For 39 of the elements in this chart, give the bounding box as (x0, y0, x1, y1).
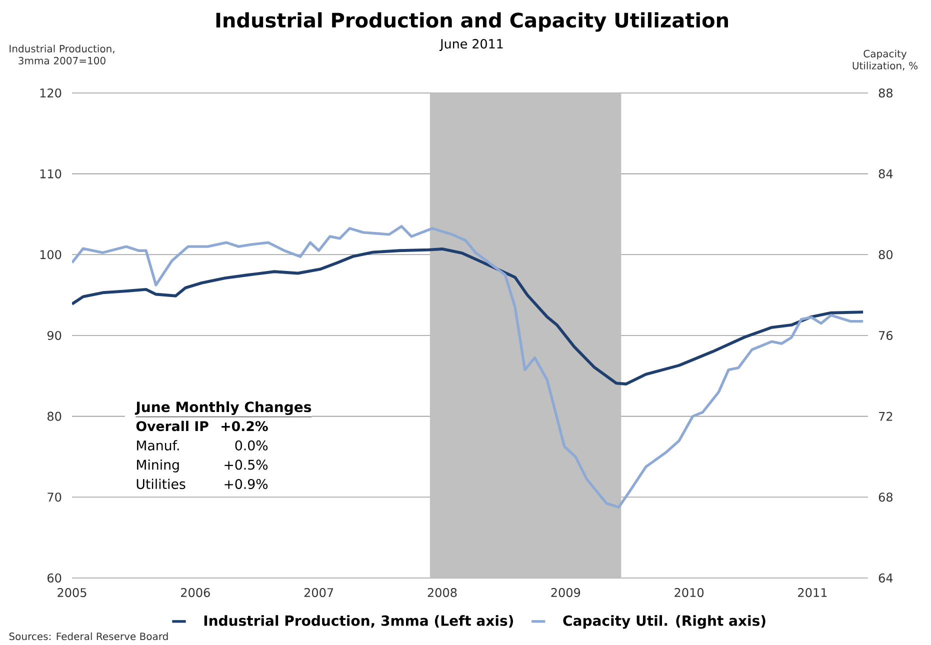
y-tick-label: 110 (40, 169, 62, 178)
x-tick-label: 2005 (58, 588, 86, 598)
y2-tick-label: 76 (879, 330, 893, 340)
y-tick-label: 90 (47, 330, 62, 340)
annotation: Utilities (136, 478, 186, 490)
y-axis-title: Industrial Production, 3mma 2007=100 (10, 44, 114, 64)
y2-tick-label: 64 (878, 573, 893, 583)
y2-tick-label: 84 (878, 169, 893, 178)
y-tick-label: 70 (48, 492, 62, 502)
y-tick-label: 100 (40, 250, 62, 260)
annotation: +0.2% (222, 421, 268, 432)
annotation: June Monthly Changes (134, 401, 312, 415)
x-tick-label: 2011 (798, 588, 827, 598)
y2-tick-label: 88 (878, 88, 892, 98)
annotation: Overall IP (136, 420, 208, 432)
x-tick-label: 2008 (428, 588, 457, 598)
y-tick-label: 120 (40, 88, 62, 98)
x-tick-label: 2009 (551, 588, 580, 598)
y2-tick-label: 68 (878, 492, 892, 502)
annotation: +0.5% (224, 460, 268, 470)
legend-label: Industrial Production, 3mma (Left axis) (204, 615, 514, 628)
annotation: 0.0% (235, 440, 268, 450)
chart-subtitle: June 2011 (439, 39, 503, 51)
legend-label: Capacity Util. (Right axis) (563, 615, 766, 629)
annotation: Manuf. (137, 440, 179, 450)
chart-title: Industrial Production and Capacity Utilization (216, 12, 728, 32)
y-tick-label: 60 (48, 573, 62, 583)
annotation: Mining (137, 459, 179, 472)
source-note: Sources: Federal Reserve Board (9, 632, 168, 640)
y-tick-label: 80 (48, 412, 62, 421)
line-series (72, 248, 865, 386)
y2-tick-label: 72 (879, 412, 892, 421)
line-series (72, 225, 864, 509)
y2-axis-title: Capacity Utilization, % (852, 50, 918, 70)
x-tick-label: 2006 (181, 588, 210, 598)
annotation: +0.9% (224, 478, 268, 490)
y2-tick-label: 80 (878, 250, 893, 260)
x-tick-label: 2010 (674, 588, 704, 598)
x-tick-label: 2007 (304, 588, 334, 598)
